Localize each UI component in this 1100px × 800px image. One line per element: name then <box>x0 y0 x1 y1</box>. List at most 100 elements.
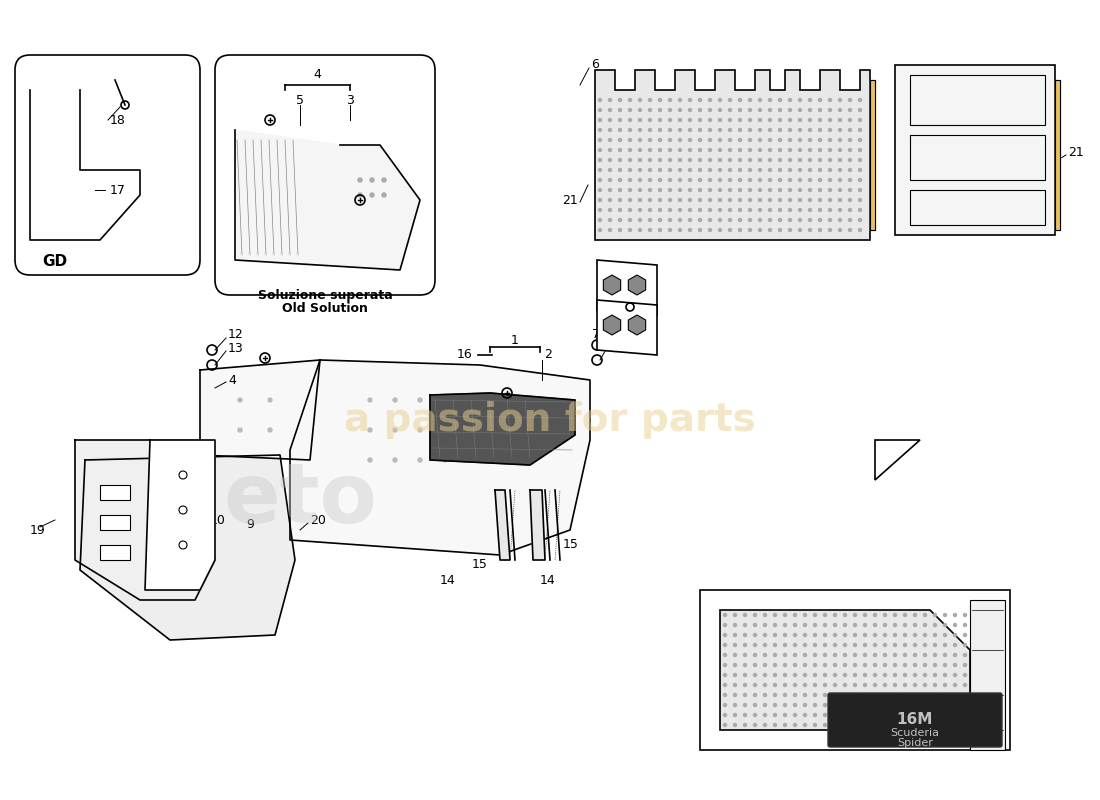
Circle shape <box>679 209 682 211</box>
Circle shape <box>954 714 957 717</box>
Circle shape <box>628 138 631 142</box>
Circle shape <box>669 118 671 122</box>
Circle shape <box>818 109 822 111</box>
Circle shape <box>669 129 671 131</box>
Circle shape <box>864 663 867 666</box>
Circle shape <box>724 634 726 637</box>
Circle shape <box>873 663 877 666</box>
Circle shape <box>488 453 492 457</box>
Circle shape <box>854 694 857 697</box>
Circle shape <box>618 129 621 131</box>
Circle shape <box>728 158 732 162</box>
Circle shape <box>954 703 957 706</box>
Circle shape <box>698 149 702 151</box>
Circle shape <box>828 158 832 162</box>
Text: 14: 14 <box>440 574 455 586</box>
Circle shape <box>903 654 906 657</box>
Circle shape <box>734 634 737 637</box>
Circle shape <box>924 623 926 626</box>
Circle shape <box>854 614 857 617</box>
Circle shape <box>934 683 936 686</box>
Circle shape <box>864 674 867 677</box>
Circle shape <box>608 229 612 231</box>
Circle shape <box>799 129 802 131</box>
Circle shape <box>718 158 722 162</box>
Circle shape <box>698 98 702 102</box>
Circle shape <box>754 663 757 666</box>
Circle shape <box>598 209 602 211</box>
Circle shape <box>779 218 781 222</box>
Circle shape <box>848 169 851 171</box>
Circle shape <box>698 129 702 131</box>
Circle shape <box>803 714 806 717</box>
Circle shape <box>844 654 847 657</box>
Circle shape <box>628 209 631 211</box>
Circle shape <box>834 623 836 626</box>
Circle shape <box>769 178 771 182</box>
Circle shape <box>903 694 906 697</box>
Polygon shape <box>1055 80 1060 230</box>
Circle shape <box>838 149 842 151</box>
Circle shape <box>679 138 682 142</box>
Circle shape <box>954 683 957 686</box>
Circle shape <box>944 643 946 646</box>
Circle shape <box>799 178 802 182</box>
Circle shape <box>844 703 847 706</box>
Circle shape <box>779 198 781 202</box>
Circle shape <box>844 663 847 666</box>
Circle shape <box>844 694 847 697</box>
Circle shape <box>834 694 836 697</box>
Circle shape <box>679 198 682 202</box>
Text: 12: 12 <box>610 323 626 337</box>
Circle shape <box>718 229 722 231</box>
Circle shape <box>828 138 832 142</box>
Circle shape <box>873 683 877 686</box>
Circle shape <box>748 138 751 142</box>
Circle shape <box>818 189 822 191</box>
Circle shape <box>793 703 796 706</box>
Circle shape <box>734 654 737 657</box>
Circle shape <box>649 149 651 151</box>
Circle shape <box>873 674 877 677</box>
Circle shape <box>738 198 741 202</box>
Circle shape <box>708 98 712 102</box>
Circle shape <box>838 229 842 231</box>
Circle shape <box>903 723 906 726</box>
Circle shape <box>659 109 661 111</box>
Circle shape <box>858 169 861 171</box>
Circle shape <box>718 169 722 171</box>
Text: eto: eto <box>223 459 377 541</box>
Circle shape <box>913 723 916 726</box>
Circle shape <box>748 169 751 171</box>
Text: 10: 10 <box>210 514 225 526</box>
Circle shape <box>638 178 641 182</box>
Circle shape <box>698 198 702 202</box>
Circle shape <box>799 158 802 162</box>
Circle shape <box>803 623 806 626</box>
Circle shape <box>883 654 887 657</box>
Circle shape <box>954 723 957 726</box>
Circle shape <box>738 189 741 191</box>
Circle shape <box>659 218 661 222</box>
Circle shape <box>779 189 781 191</box>
Circle shape <box>799 98 802 102</box>
Text: GD: GD <box>43 254 67 270</box>
Circle shape <box>913 703 916 706</box>
Circle shape <box>789 229 792 231</box>
Circle shape <box>799 218 802 222</box>
Circle shape <box>799 109 802 111</box>
Circle shape <box>838 169 842 171</box>
Text: 11: 11 <box>177 506 192 518</box>
Circle shape <box>728 138 732 142</box>
Circle shape <box>679 189 682 191</box>
Circle shape <box>773 623 777 626</box>
Circle shape <box>698 189 702 191</box>
Circle shape <box>618 198 621 202</box>
Circle shape <box>854 674 857 677</box>
Circle shape <box>848 109 851 111</box>
Circle shape <box>818 218 822 222</box>
Circle shape <box>854 703 857 706</box>
Circle shape <box>649 98 651 102</box>
Circle shape <box>818 198 822 202</box>
Circle shape <box>748 158 751 162</box>
